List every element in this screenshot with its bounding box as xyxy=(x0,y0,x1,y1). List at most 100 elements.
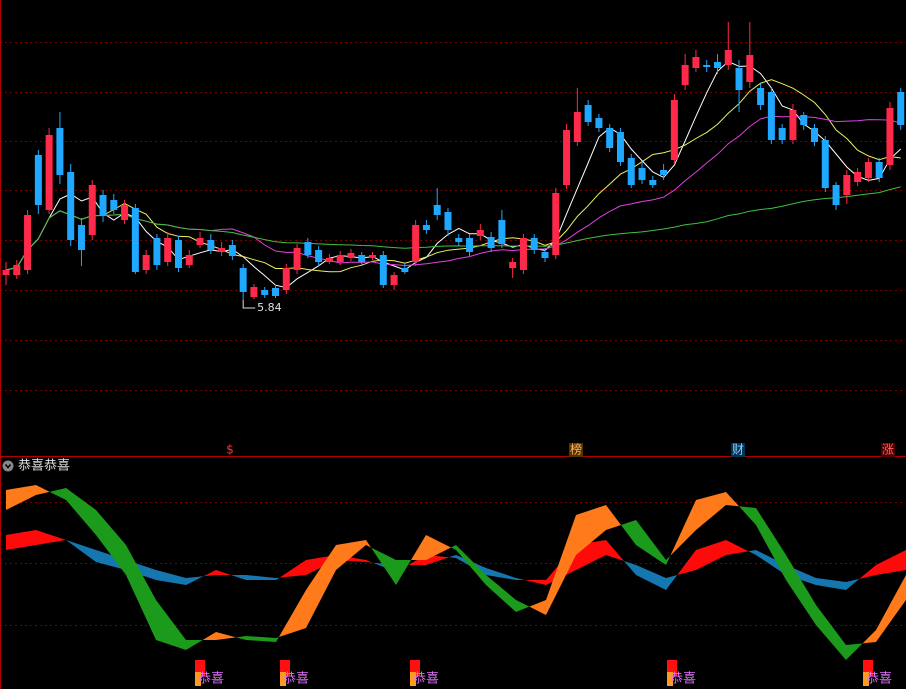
band-segment xyxy=(451,545,456,550)
band-segment xyxy=(49,488,66,500)
candles xyxy=(2,22,905,300)
candle-body xyxy=(757,88,765,105)
band-segment xyxy=(636,565,666,590)
candle-body xyxy=(13,265,21,275)
candle-body xyxy=(821,140,829,188)
candle-body xyxy=(530,238,538,250)
band-segment xyxy=(36,530,66,545)
signal-label: 恭喜 xyxy=(413,672,439,687)
candle-body xyxy=(412,225,420,262)
band-segment xyxy=(366,560,373,563)
band-segment xyxy=(231,575,246,580)
candle-body xyxy=(325,258,333,262)
candle-body xyxy=(606,128,614,148)
band-segment xyxy=(216,632,236,640)
band-segment xyxy=(36,485,50,495)
candle-body xyxy=(616,132,624,162)
band-segment xyxy=(666,555,671,565)
band-segment xyxy=(203,570,216,577)
band-segment xyxy=(696,492,726,530)
band-segment xyxy=(816,605,846,660)
candle-body xyxy=(218,248,226,252)
band-segment xyxy=(486,575,516,612)
candle-body xyxy=(584,105,592,122)
candle-body xyxy=(67,172,75,240)
candle-body xyxy=(897,92,905,125)
band-segment xyxy=(186,640,203,650)
low-pointer xyxy=(242,300,256,309)
candle-body xyxy=(196,238,204,245)
candle-body xyxy=(88,185,96,235)
candle-body xyxy=(272,288,279,296)
signal-bar xyxy=(667,660,677,676)
candle-body xyxy=(153,238,161,265)
indicator-title: 恭喜恭喜 xyxy=(18,459,70,474)
candle-body xyxy=(832,185,840,205)
candle-body xyxy=(228,245,236,256)
band-segment xyxy=(66,540,96,562)
candle-body xyxy=(185,255,193,265)
band-segment xyxy=(876,550,906,575)
band-segment xyxy=(670,500,696,556)
band-segment xyxy=(236,636,246,640)
band-segment xyxy=(371,547,396,585)
band-segment xyxy=(876,575,906,642)
candle-body xyxy=(843,175,851,195)
band-segment xyxy=(6,530,36,550)
candle-body xyxy=(854,172,862,182)
signal-bar xyxy=(195,672,201,686)
candle-body xyxy=(358,255,366,262)
band-segment xyxy=(411,535,426,560)
candle-body xyxy=(444,212,452,230)
band-segment xyxy=(786,555,816,625)
band-segment xyxy=(748,550,756,555)
candle-body xyxy=(261,290,269,295)
candle-body xyxy=(552,193,560,255)
candle-body xyxy=(315,250,323,262)
signal-bar xyxy=(195,660,205,676)
band-segment xyxy=(846,578,860,590)
candle-body xyxy=(767,92,775,140)
ma-line xyxy=(5,79,901,273)
band-segment xyxy=(408,555,426,565)
band-segment xyxy=(576,505,606,555)
candle-body xyxy=(207,240,215,250)
band-segment xyxy=(246,636,276,642)
candle-body xyxy=(56,128,64,175)
band-segment xyxy=(336,540,366,570)
band-segment xyxy=(756,550,786,575)
band-segment xyxy=(126,545,156,640)
marker: 财 xyxy=(732,443,744,457)
band-segment xyxy=(846,643,863,660)
band-segment xyxy=(449,555,456,558)
band-segment xyxy=(278,590,306,638)
band-segment xyxy=(677,550,696,575)
candle-body xyxy=(703,65,711,67)
band-segment xyxy=(606,540,624,561)
candle-body xyxy=(379,255,387,285)
candle-body xyxy=(800,115,808,125)
candle-body xyxy=(660,170,668,175)
candle-body xyxy=(498,220,506,244)
candle-body xyxy=(164,238,172,262)
candle-body xyxy=(131,208,139,272)
band-segment xyxy=(366,540,371,548)
band-segment xyxy=(636,520,666,565)
candle-body xyxy=(250,287,258,297)
candle-body xyxy=(746,55,754,82)
marker: $ xyxy=(226,443,234,457)
candle-body xyxy=(573,112,581,142)
band-segment xyxy=(246,575,276,580)
candle-body xyxy=(369,255,377,258)
collapse-icon[interactable] xyxy=(2,460,14,472)
signal-label: 恭喜 xyxy=(670,672,696,687)
band-segment xyxy=(546,515,576,615)
candle-body xyxy=(789,110,797,140)
band-segment xyxy=(859,565,876,579)
candle-body xyxy=(735,68,743,90)
marker: 涨 xyxy=(882,442,894,457)
candle-body xyxy=(347,253,355,258)
band-segment xyxy=(276,577,280,580)
candle-body xyxy=(670,100,678,160)
